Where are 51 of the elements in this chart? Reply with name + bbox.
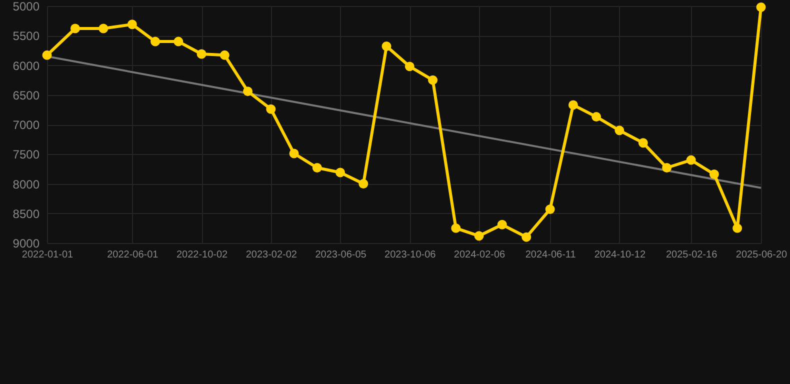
y-tick-label: 9000 xyxy=(12,236,40,250)
point xyxy=(756,2,766,12)
y-tick-label: 6000 xyxy=(12,58,40,73)
point xyxy=(127,20,137,30)
point xyxy=(709,170,719,180)
x-tick-label: 2025-02-16 xyxy=(666,250,718,260)
y-tick-label: 6500 xyxy=(12,88,40,102)
point xyxy=(289,148,299,158)
x-tick-label: 2024-02-06 xyxy=(454,250,506,260)
point xyxy=(428,75,438,85)
point xyxy=(196,49,206,59)
y-tick-label: 7000 xyxy=(12,118,40,132)
point xyxy=(220,50,230,60)
y-tick-label: 5500 xyxy=(12,29,40,44)
point xyxy=(358,179,368,188)
point xyxy=(522,232,532,242)
point xyxy=(592,112,602,122)
x-tick-label: 2022-06-01 xyxy=(107,250,159,260)
point xyxy=(497,220,507,230)
point xyxy=(382,42,392,52)
point xyxy=(243,86,253,96)
point xyxy=(312,163,322,172)
point xyxy=(732,223,742,233)
x-tick-label: 2024-06-11 xyxy=(525,250,576,260)
point xyxy=(568,100,578,110)
point xyxy=(98,24,108,34)
x-tick-label: 2022-01-01 xyxy=(22,250,74,260)
y-tick-label: 8000 xyxy=(12,177,40,192)
x-tick-label: 2022-10-02 xyxy=(176,250,228,260)
point xyxy=(70,24,80,34)
y-tick-label: 8500 xyxy=(12,206,40,221)
x-tick-label: 2023-10-06 xyxy=(384,250,436,260)
point xyxy=(686,155,696,165)
point xyxy=(451,223,461,233)
point xyxy=(638,138,648,148)
point xyxy=(266,104,276,114)
point xyxy=(174,36,184,46)
x-tick-label: 2025-06-20 xyxy=(736,250,788,260)
x-tick-label: 2023-06-05 xyxy=(315,250,367,260)
point xyxy=(614,126,624,136)
x-tick-label: 2023-02-02 xyxy=(246,250,298,260)
y-tick-label: 5000 xyxy=(12,0,40,14)
x-tick-label: 2024-10-12 xyxy=(594,250,646,260)
y-tick-label: 7500 xyxy=(12,148,40,162)
point xyxy=(404,62,414,72)
point xyxy=(545,204,555,214)
point xyxy=(336,168,346,178)
point xyxy=(42,50,52,60)
point xyxy=(662,163,672,172)
point xyxy=(474,231,484,241)
point xyxy=(150,36,160,46)
